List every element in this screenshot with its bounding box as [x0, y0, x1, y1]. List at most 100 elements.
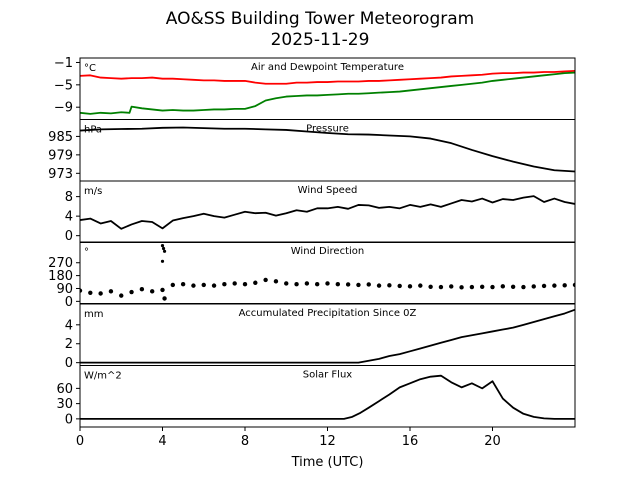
- data-point: [314, 281, 320, 287]
- data-point: [356, 282, 361, 288]
- unit-label: m/s: [84, 186, 102, 197]
- data-point: [438, 284, 444, 290]
- data-point: [387, 283, 392, 288]
- y-tick-label: 8: [65, 190, 73, 205]
- data-point: [428, 284, 433, 289]
- data-point: [397, 283, 402, 289]
- x-tick-label: 12: [319, 434, 336, 449]
- data-point: [253, 280, 258, 285]
- x-tick-label: 16: [402, 434, 419, 449]
- data-point: [510, 284, 516, 289]
- panel-1: −1 −5 −9 °C Air and Dewpoint Temperature: [54, 56, 576, 120]
- y-tick-label: 2: [65, 337, 73, 352]
- y-tick-label: 973: [48, 167, 73, 182]
- data-point: [162, 296, 167, 301]
- data-point: [521, 284, 526, 290]
- data-point: [459, 285, 464, 290]
- unit-label: hPa: [84, 125, 102, 136]
- y-tick-label: 90: [56, 282, 73, 297]
- panel-title: Air and Dewpoint Temperature: [251, 62, 404, 73]
- y-tick-label: 4: [65, 210, 73, 225]
- x-tick-label: 20: [484, 434, 501, 449]
- series-2: [160, 243, 167, 263]
- data-point: [294, 281, 299, 287]
- data-point: [139, 287, 145, 292]
- figure-date: 2025-11-29: [271, 30, 370, 50]
- y-tick-label: 270: [48, 256, 73, 271]
- data-point: [80, 288, 83, 293]
- unit-label: °: [84, 247, 89, 258]
- data-point: [161, 246, 166, 251]
- panel-title: Wind Direction: [291, 246, 365, 257]
- y-tick-label: −1: [54, 56, 73, 71]
- y-tick-label: 0: [65, 295, 73, 310]
- air-temperature-line: [80, 69, 575, 85]
- data-point: [325, 281, 330, 286]
- data-point: [160, 287, 165, 293]
- data-point: [162, 249, 167, 253]
- data-point: [500, 284, 506, 289]
- data-point: [572, 282, 575, 288]
- y-tick-label: 0: [65, 229, 73, 244]
- data-point: [284, 281, 289, 286]
- x-tick-label: 8: [241, 434, 249, 449]
- data-point: [531, 284, 536, 289]
- data-point: [552, 283, 557, 288]
- data-point: [160, 259, 165, 263]
- series-1: [80, 277, 575, 301]
- unit-label: °C: [84, 63, 96, 74]
- data-point: [490, 284, 495, 290]
- y-tick-label: 0: [65, 412, 73, 427]
- data-point: [376, 283, 382, 288]
- data-point: [366, 282, 371, 287]
- data-point: [191, 283, 196, 288]
- pressure-line: [80, 126, 575, 173]
- x-axis-label: Time (UTC): [291, 455, 364, 470]
- panel-2: 985 979 973 hPa Pressure: [48, 119, 576, 182]
- data-point: [232, 281, 237, 286]
- panels-group: −1−5−9°C Air and Dewpoint Temperature9859…: [48, 56, 576, 428]
- data-point: [449, 284, 454, 289]
- y-tick-label: 30: [56, 397, 73, 412]
- data-point: [222, 281, 227, 287]
- data-point: [180, 281, 186, 287]
- data-point: [469, 284, 475, 290]
- data-point: [160, 243, 165, 248]
- panel-title: Solar Flux: [303, 370, 353, 381]
- data-point: [119, 293, 124, 298]
- data-point: [211, 283, 217, 288]
- y-tick-label: −5: [54, 78, 73, 93]
- x-tick-label: 4: [158, 434, 166, 449]
- data-point: [129, 289, 134, 295]
- data-point: [88, 290, 93, 295]
- data-point: [335, 281, 341, 287]
- data-point: [407, 284, 413, 289]
- unit-label: W/m^2: [84, 371, 122, 382]
- accumulated-precipitation-line: [80, 308, 575, 364]
- data-point: [170, 282, 176, 288]
- y-tick-label: 0: [65, 356, 73, 371]
- data-point: [479, 284, 485, 289]
- solar-flux-line: [80, 374, 575, 420]
- figure-title: AO&SS Building Tower Meteorogram: [166, 9, 474, 29]
- y-tick-label: 4: [65, 318, 73, 333]
- panel-title: Pressure: [306, 124, 349, 135]
- data-point: [242, 281, 248, 287]
- panel-3: 8 4 0 m/s Wind Speed: [65, 180, 576, 244]
- panel-title: Wind Speed: [298, 185, 358, 196]
- y-tick-label: 60: [56, 382, 73, 397]
- panel-5: 4 2 0 mm Accumulated Precipitation Since 0Z: [65, 303, 576, 371]
- x-tick-label: 0: [76, 434, 84, 449]
- y-tick-label: 180: [48, 269, 73, 284]
- data-point: [98, 291, 103, 296]
- y-tick-label: 979: [48, 148, 73, 163]
- y-tick-label: −9: [54, 101, 73, 116]
- data-point: [201, 282, 206, 288]
- data-point: [108, 289, 114, 294]
- x-axis: 0 4 8 12 16 20: [76, 427, 501, 449]
- data-point: [263, 277, 268, 283]
- data-point: [304, 281, 310, 286]
- y-tick-label: 985: [48, 130, 73, 145]
